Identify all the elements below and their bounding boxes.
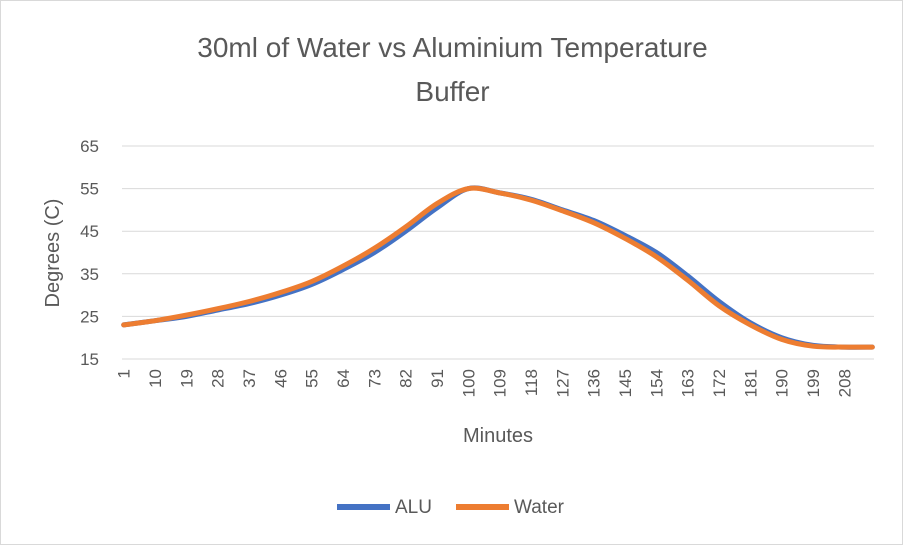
x-tick-label: 46 xyxy=(271,369,290,388)
x-tick-label: 208 xyxy=(835,369,854,397)
y-tick-label: 45 xyxy=(80,222,99,241)
y-tick-label: 55 xyxy=(80,180,99,199)
legend-label-alu: ALU xyxy=(395,497,432,518)
x-tick-label: 109 xyxy=(491,369,510,397)
chart-title-line-1: 30ml of Water vs Aluminium Temperature xyxy=(197,32,708,63)
x-tick-label: 73 xyxy=(365,369,384,388)
y-tick-label: 15 xyxy=(80,350,99,369)
x-tick-label: 190 xyxy=(773,369,792,397)
y-tick-label: 25 xyxy=(80,307,99,326)
series-line-water xyxy=(121,185,875,350)
y-tick-label: 65 xyxy=(80,137,99,156)
x-tick-label: 82 xyxy=(397,369,416,388)
x-tick-label: 55 xyxy=(303,369,322,388)
x-tick-label: 28 xyxy=(209,369,228,388)
x-tick-label: 172 xyxy=(710,369,729,397)
x-tick-label: 10 xyxy=(146,369,165,388)
y-tick-labels: 15 25 35 45 55 65 xyxy=(80,137,99,369)
x-tick-label: 118 xyxy=(522,369,541,396)
y-tick-label: 35 xyxy=(80,265,99,284)
y-axis-title: Degrees (C) xyxy=(42,199,64,308)
x-tick-label: 19 xyxy=(177,369,196,388)
series-lines xyxy=(121,185,875,350)
x-tick-label: 91 xyxy=(428,369,447,388)
x-tick-label: 1 xyxy=(115,369,134,378)
x-tick-label: 64 xyxy=(334,369,353,388)
x-tick-label: 136 xyxy=(585,369,604,397)
x-tick-label: 199 xyxy=(804,369,823,397)
gridlines xyxy=(122,145,874,360)
x-tick-label: 127 xyxy=(553,369,572,397)
series-line-alu xyxy=(121,185,875,350)
x-tick-label: 145 xyxy=(616,369,635,397)
chart-title-line-2: Buffer xyxy=(415,76,490,107)
x-tick-label: 100 xyxy=(459,369,478,397)
x-axis-title: Minutes xyxy=(463,425,533,447)
x-tick-label: 181 xyxy=(741,369,760,397)
x-tick-label: 37 xyxy=(240,369,259,388)
x-tick-label: 163 xyxy=(679,369,698,397)
x-tick-labels: 1 10 19 28 37 46 55 64 73 82 91 100 109 118 127 136 145 1… xyxy=(115,369,855,397)
legend-label-water: Water xyxy=(514,497,565,518)
x-tick-label: 154 xyxy=(647,369,666,397)
legend: ALU Water xyxy=(337,497,565,518)
